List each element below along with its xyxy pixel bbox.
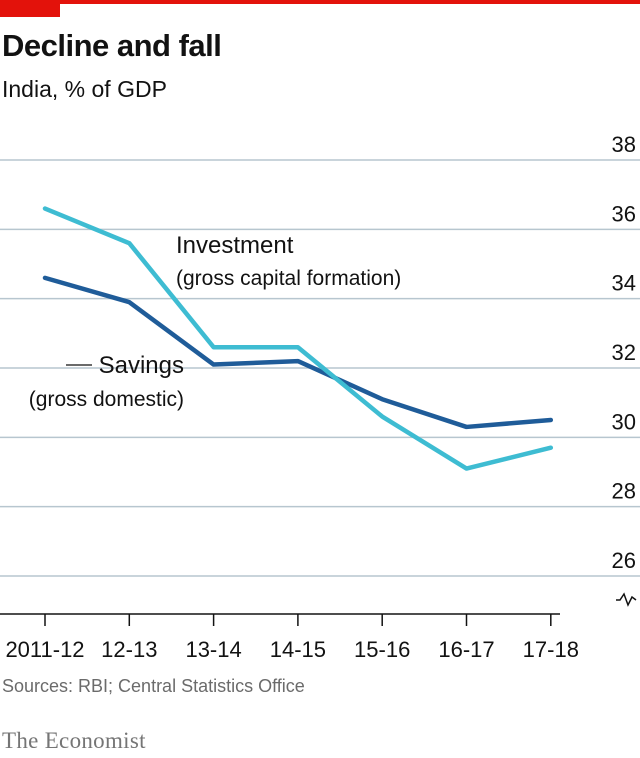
y-axis-ticks: 38 36 34 32 30 28 26 <box>612 132 637 607</box>
x-tick-label: 16-17 <box>438 637 494 662</box>
series-labels: Investment (gross capital formation) Savin… <box>29 232 401 411</box>
y-tick-label: 36 <box>612 201 636 226</box>
series-line-savings <box>42 275 554 430</box>
axis-break-icon <box>616 592 637 607</box>
x-axis: 2011-12 12-13 13-14 14-15 15-16 16-17 17-18 <box>0 613 579 662</box>
x-tick-label: 17-18 <box>523 637 579 662</box>
x-tick-label: 12-13 <box>101 637 157 662</box>
line-chart: 38 36 34 32 30 28 26 2011-12 12-13 13-14 14-15 15-… <box>0 132 640 662</box>
y-tick-label: 26 <box>612 548 636 573</box>
y-tick-label: 28 <box>612 479 636 504</box>
x-tick-label: 15-16 <box>354 637 410 662</box>
y-tick-label: 32 <box>612 340 636 365</box>
publication-logo: The Economist <box>2 728 146 753</box>
source-note: Sources: RBI; Central Statistics Office <box>2 676 305 696</box>
header-rule <box>0 0 640 4</box>
series-line-investment <box>42 206 554 471</box>
chart-title: Decline and fall <box>2 28 222 63</box>
series-label-investment: Investment <box>176 232 294 259</box>
x-tick-label: 13-14 <box>185 637 241 662</box>
header-tag <box>0 0 60 17</box>
y-tick-label: 38 <box>612 132 636 157</box>
series-sublabel-investment: (gross capital formation) <box>176 267 401 290</box>
gridlines <box>0 159 640 577</box>
chart-subtitle: India, % of GDP <box>2 76 167 102</box>
x-tick-label: 14-15 <box>270 637 326 662</box>
series-label-savings: Savings <box>99 352 184 379</box>
series-lines <box>42 206 554 471</box>
y-tick-label: 34 <box>612 271 636 296</box>
x-tick-label: 2011-12 <box>5 637 84 662</box>
y-tick-label: 30 <box>612 409 636 434</box>
series-sublabel-savings: (gross domestic) <box>29 388 184 411</box>
